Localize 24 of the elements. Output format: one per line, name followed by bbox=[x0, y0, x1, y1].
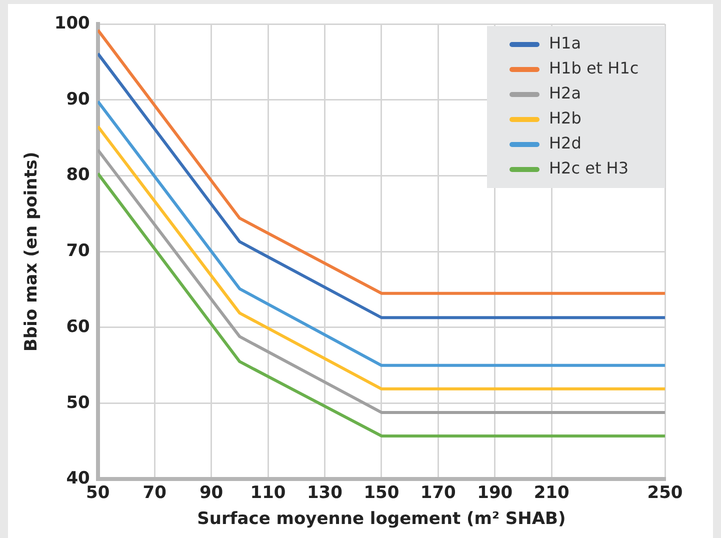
y-tick-label: 90 bbox=[66, 89, 90, 110]
y-tick-label: 70 bbox=[66, 241, 90, 262]
x-tick-label: 110 bbox=[250, 482, 286, 503]
x-tick-label: 70 bbox=[142, 482, 167, 503]
x-tick-label: 50 bbox=[86, 482, 110, 503]
y-tick-label: 50 bbox=[66, 392, 90, 413]
x-tick-label: 150 bbox=[364, 482, 400, 503]
x-tick-label: 170 bbox=[420, 482, 456, 503]
legend-label: H2d bbox=[549, 134, 582, 153]
y-axis-title: Bbio max (en points) bbox=[22, 152, 42, 352]
legend-label: H2c et H3 bbox=[549, 158, 629, 178]
x-axis-title: Surface moyenne logement (m² SHAB) bbox=[197, 509, 566, 530]
x-tick-label: 250 bbox=[647, 482, 683, 503]
y-tick-label: 80 bbox=[66, 165, 90, 186]
legend-label: H1b et H1c bbox=[549, 58, 639, 78]
x-tick-label: 90 bbox=[199, 482, 224, 503]
x-tick-label: 190 bbox=[477, 482, 513, 503]
legend-label: H2b bbox=[549, 108, 582, 128]
x-tick-label: 130 bbox=[306, 482, 343, 503]
legend-label: H1a bbox=[549, 34, 582, 53]
legend-label: H2a bbox=[549, 84, 582, 103]
x-tick-label: 210 bbox=[534, 482, 570, 503]
y-tick-label: 100 bbox=[54, 13, 90, 34]
y-tick-label: 60 bbox=[66, 316, 90, 337]
